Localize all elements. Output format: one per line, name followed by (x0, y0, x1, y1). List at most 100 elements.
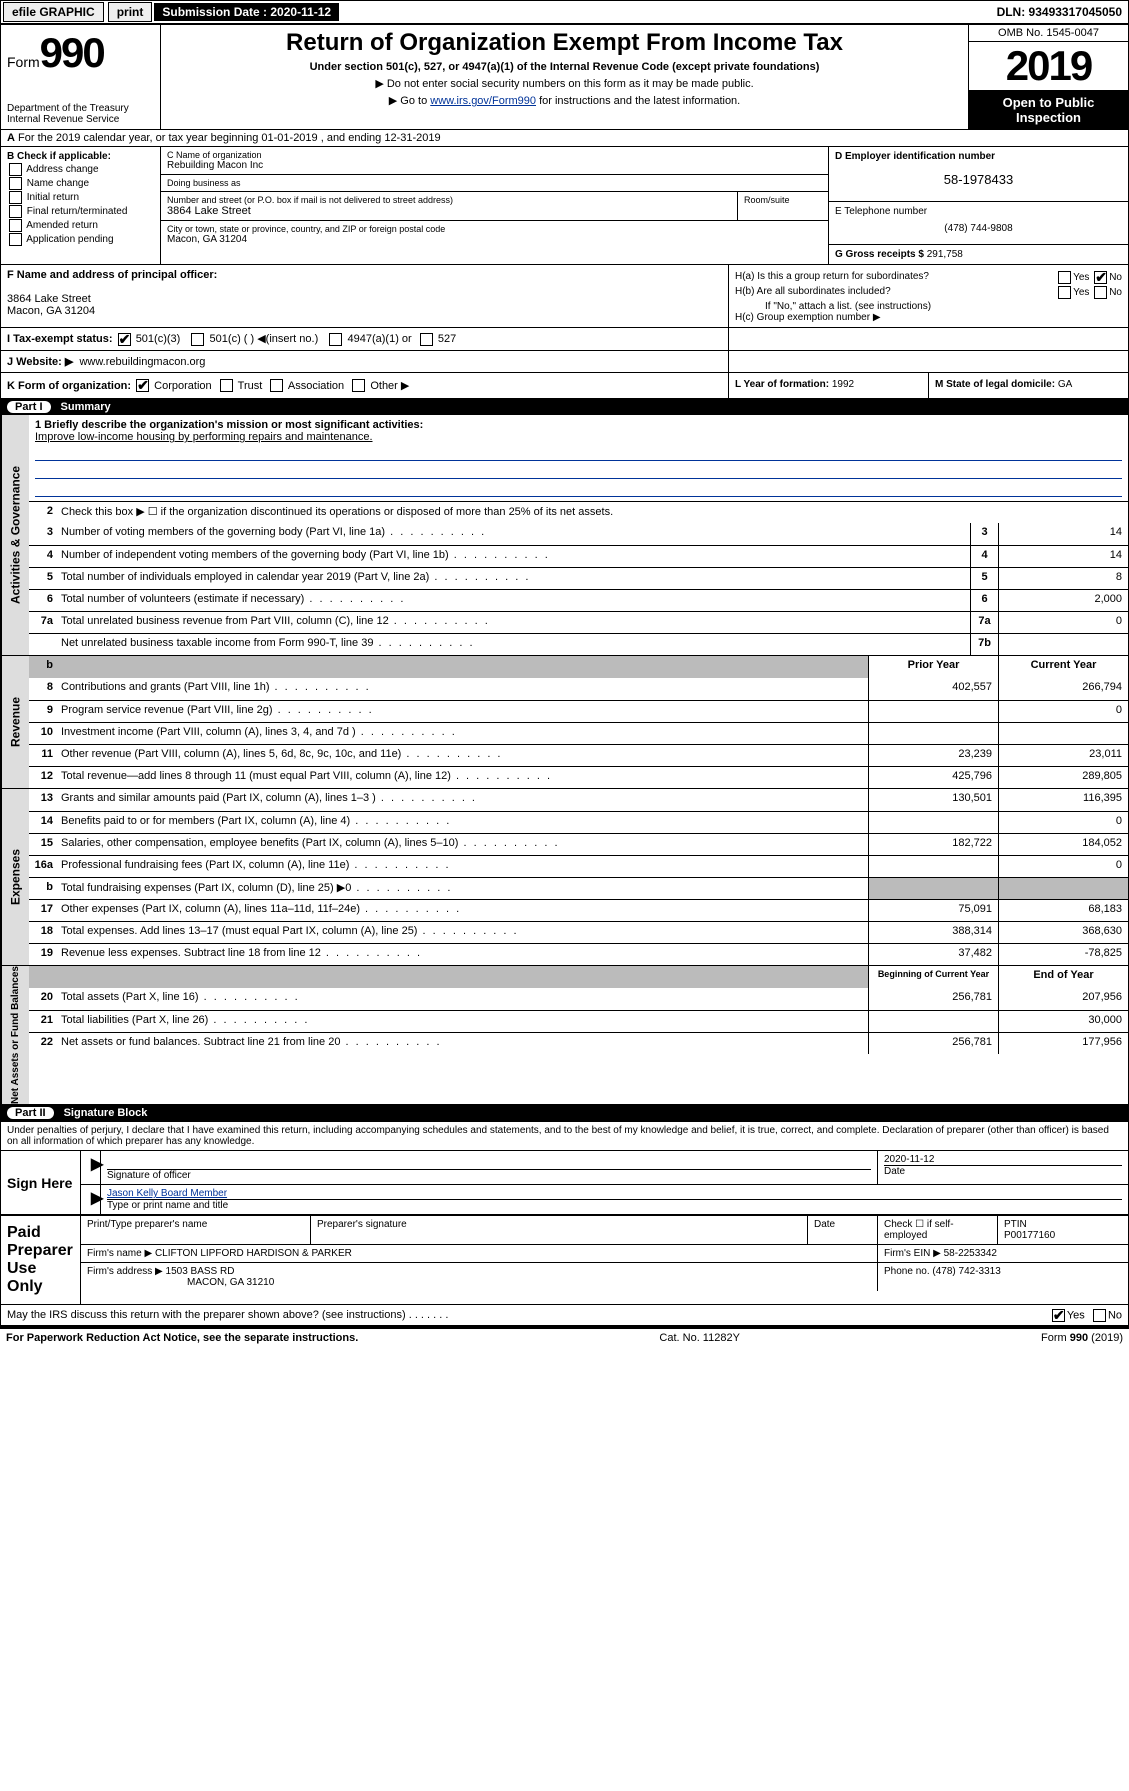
ein-label: D Employer identification number (835, 151, 995, 162)
efile-button[interactable]: efile GRAPHIC (3, 2, 104, 22)
dln-label: DLN: 93493317045050 (991, 3, 1128, 21)
form-note-1: ▶ Do not enter social security numbers o… (169, 77, 960, 90)
form-subtitle: Under section 501(c), 527, or 4947(a)(1)… (169, 61, 960, 73)
summary-row: 16aProfessional fundraising fees (Part I… (29, 855, 1128, 877)
summary-row: 7aTotal unrelated business revenue from … (29, 611, 1128, 633)
chk-assoc[interactable] (270, 379, 283, 392)
footer-right: Form 990 (2019) (1041, 1332, 1123, 1344)
chk-other[interactable] (352, 379, 365, 392)
col-h-group: H(a) Is this a group return for subordin… (728, 265, 1128, 327)
discuss-yes[interactable] (1052, 1309, 1065, 1322)
prep-sig-hdr: Preparer's signature (311, 1216, 808, 1244)
chk-name-change[interactable]: Name change (7, 177, 154, 190)
mission-block: 1 Briefly describe the organization's mi… (29, 415, 1128, 501)
page-footer: For Paperwork Reduction Act Notice, see … (0, 1327, 1129, 1347)
prep-date-hdr: Date (808, 1216, 878, 1244)
chk-corp[interactable] (136, 379, 149, 392)
col-c-org-info: C Name of organization Rebuilding Macon … (161, 147, 828, 264)
addr-value: 3864 Lake Street (167, 205, 731, 217)
chk-527[interactable] (420, 333, 433, 346)
part-1-header: Part I Summary (1, 399, 1128, 415)
omb-number: OMB No. 1545-0047 (969, 25, 1128, 42)
hb-note: If "No," attach a list. (see instruction… (735, 301, 1122, 312)
footer-left: For Paperwork Reduction Act Notice, see … (6, 1332, 358, 1344)
summary-row: 20Total assets (Part X, line 16)256,7812… (29, 988, 1128, 1010)
footer-mid: Cat. No. 11282Y (659, 1332, 740, 1344)
prep-self-hdr: Check ☐ if self-employed (878, 1216, 998, 1244)
row-j: J Website: ▶ www.rebuildingmacon.org (1, 351, 1128, 373)
part-1-gov: Activities & Governance 1 Briefly descri… (1, 415, 1128, 656)
ha-label: H(a) Is this a group return for subordin… (735, 271, 929, 284)
firm-phone: (478) 742-3313 (932, 1266, 1000, 1277)
net-header-row: Beginning of Current Year End of Year (29, 966, 1128, 988)
dba-label: Doing business as (167, 178, 822, 188)
chk-trust[interactable] (220, 379, 233, 392)
submission-date: Submission Date : 2020-11-12 (154, 3, 339, 21)
website-value: www.rebuildingmacon.org (79, 356, 205, 368)
firm-phone-label: Phone no. (884, 1266, 930, 1277)
col-de: D Employer identification number 58-1978… (828, 147, 1128, 264)
chk-501c[interactable] (191, 333, 204, 346)
form-header: Form990 Department of the Treasury Inter… (1, 25, 1128, 130)
dept-treasury: Department of the Treasury Internal Reve… (7, 103, 154, 125)
mission-text: Improve low-income housing by performing… (35, 431, 1122, 443)
firm-name: CLIFTON LIPFORD HARDISON & PARKER (155, 1248, 352, 1259)
gross-label: G Gross receipts $ (835, 249, 924, 260)
officer-name-label: Type or print name and title (107, 1200, 228, 1211)
summary-row: 18Total expenses. Add lines 13–17 (must … (29, 921, 1128, 943)
hb-label: H(b) Are all subordinates included? (735, 286, 891, 299)
sig-date-label: Date (884, 1166, 905, 1177)
sign-here-section: Sign Here ▶ Signature of officer 2020-11… (1, 1150, 1128, 1215)
city-value: Macon, GA 31204 (167, 234, 822, 245)
chk-501c3[interactable] (118, 333, 131, 346)
chk-4947[interactable] (329, 333, 342, 346)
summary-row: 15Salaries, other compensation, employee… (29, 833, 1128, 855)
vtab-revenue: Revenue (1, 656, 29, 788)
form-note-2: ▶ Go to www.irs.gov/Form990 for instruct… (169, 94, 960, 107)
prep-name-hdr: Print/Type preparer's name (81, 1216, 311, 1244)
irs-link[interactable]: www.irs.gov/Form990 (430, 95, 536, 107)
hdr-curr: Current Year (998, 656, 1128, 678)
summary-row: bTotal fundraising expenses (Part IX, co… (29, 877, 1128, 899)
chk-final-return[interactable]: Final return/terminated (7, 205, 154, 218)
ptin-value: P00177160 (1004, 1230, 1055, 1241)
summary-row: 22Net assets or fund balances. Subtract … (29, 1032, 1128, 1054)
open-inspection: Open to Public Inspection (969, 91, 1128, 129)
hdr-begin: Beginning of Current Year (868, 966, 998, 988)
state-domicile: GA (1058, 379, 1072, 390)
penalties-text: Under penalties of perjury, I declare th… (1, 1121, 1128, 1150)
chk-amended[interactable]: Amended return (7, 219, 154, 232)
summary-row: 13Grants and similar amounts paid (Part … (29, 789, 1128, 811)
summary-row: 10Investment income (Part VIII, column (… (29, 722, 1128, 744)
chk-app-pending[interactable]: Application pending (7, 233, 154, 246)
summary-row: 3Number of voting members of the governi… (29, 523, 1128, 545)
summary-row: 8Contributions and grants (Part VIII, li… (29, 678, 1128, 700)
officer-addr2: Macon, GA 31204 (7, 305, 722, 317)
summary-row: 14Benefits paid to or for members (Part … (29, 811, 1128, 833)
form-number: Form990 (7, 29, 154, 77)
hc-label: H(c) Group exemption number ▶ (735, 312, 1122, 323)
officer-name[interactable]: Jason Kelly Board Member (107, 1188, 1122, 1200)
summary-row: Net unrelated business taxable income fr… (29, 633, 1128, 655)
firm-ein-label: Firm's EIN ▶ (884, 1248, 941, 1259)
firm-addr2: MACON, GA 31210 (87, 1277, 274, 1288)
summary-row: 5Total number of individuals employed in… (29, 567, 1128, 589)
chk-address-change[interactable]: Address change (7, 163, 154, 176)
city-label: City or town, state or province, country… (167, 224, 822, 234)
officer-addr1: 3864 Lake Street (7, 293, 722, 305)
chk-initial-return[interactable]: Initial return (7, 191, 154, 204)
row-klm: K Form of organization: Corporation Trus… (1, 373, 1128, 400)
org-name: Rebuilding Macon Inc (167, 160, 822, 171)
summary-row: 17Other expenses (Part IX, column (A), l… (29, 899, 1128, 921)
vtab-net: Net Assets or Fund Balances (1, 966, 29, 1104)
room-label: Room/suite (744, 195, 822, 205)
ptin-label: PTIN (1004, 1219, 1027, 1230)
year-formation: 1992 (832, 379, 854, 390)
discuss-no[interactable] (1093, 1309, 1106, 1322)
firm-addr1: 1503 BASS RD (166, 1266, 235, 1277)
part-1-net: Net Assets or Fund Balances Beginning of… (1, 966, 1128, 1105)
firm-ein: 58-2253342 (944, 1248, 997, 1259)
vtab-expenses: Expenses (1, 789, 29, 965)
hdr-end: End of Year (998, 966, 1128, 988)
print-button[interactable]: print (108, 2, 153, 22)
